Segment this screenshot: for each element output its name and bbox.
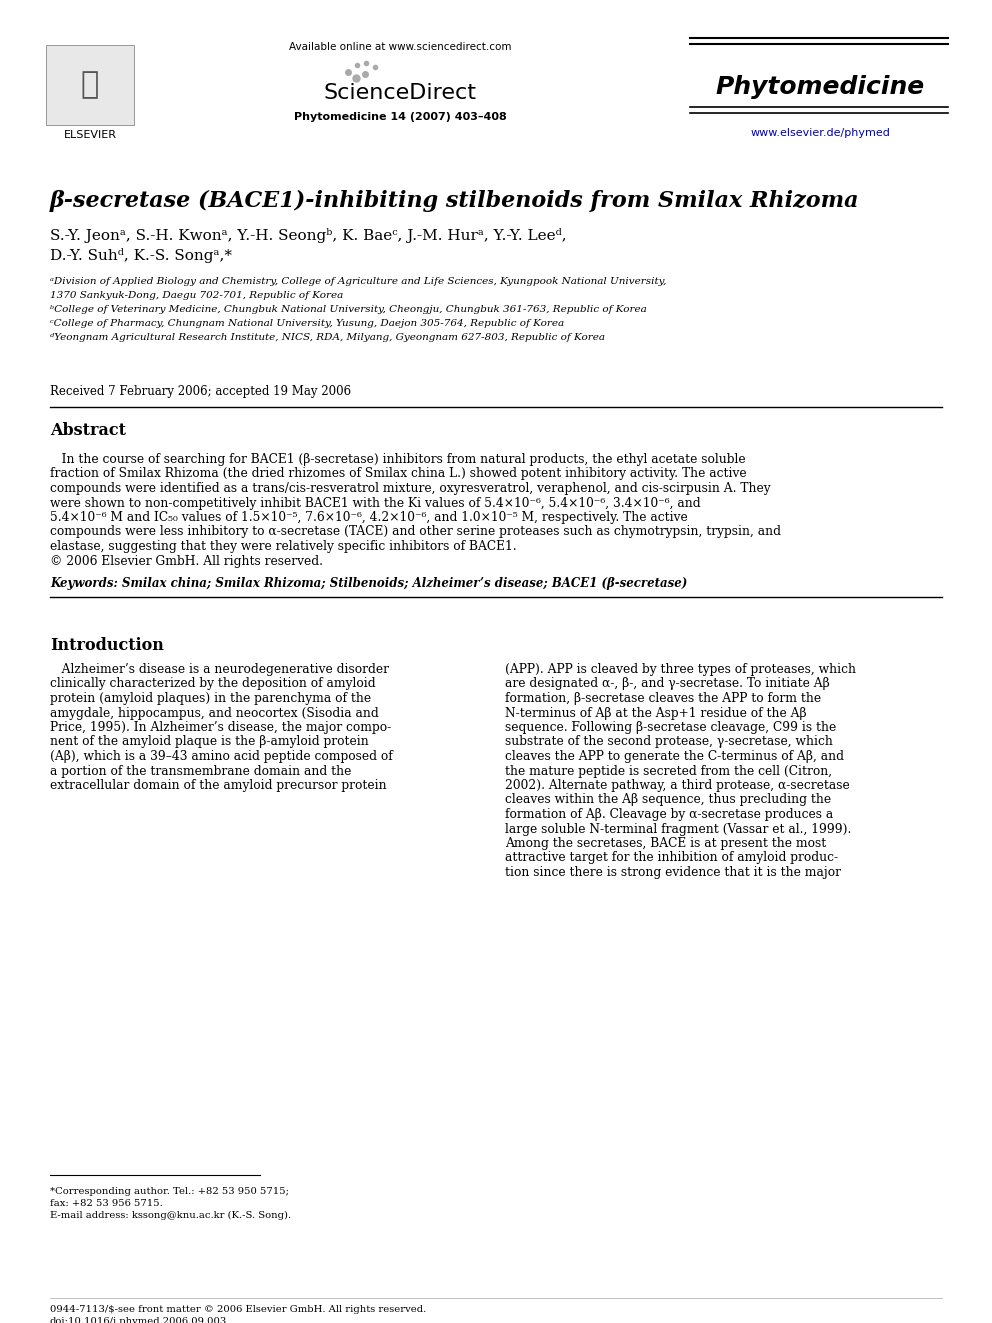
Text: protein (amyloid plaques) in the parenchyma of the: protein (amyloid plaques) in the parench… (50, 692, 371, 705)
Text: D.-Y. Suhᵈ, K.-S. Songᵃ,*: D.-Y. Suhᵈ, K.-S. Songᵃ,* (50, 247, 232, 263)
Text: cleaves the APP to generate the C-terminus of Aβ, and: cleaves the APP to generate the C-termin… (505, 750, 844, 763)
Text: extracellular domain of the amyloid precursor protein: extracellular domain of the amyloid prec… (50, 779, 387, 792)
Text: ScienceDirect: ScienceDirect (323, 83, 476, 103)
Text: Received 7 February 2006; accepted 19 May 2006: Received 7 February 2006; accepted 19 Ma… (50, 385, 351, 398)
Text: Phytomedicine: Phytomedicine (715, 75, 925, 99)
Text: cleaves within the Aβ sequence, thus precluding the: cleaves within the Aβ sequence, thus pre… (505, 794, 831, 807)
Text: formation, β-secretase cleaves the APP to form the: formation, β-secretase cleaves the APP t… (505, 692, 821, 705)
Text: elastase, suggesting that they were relatively specific inhibitors of BACE1.: elastase, suggesting that they were rela… (50, 540, 517, 553)
Text: © 2006 Elsevier GmbH. All rights reserved.: © 2006 Elsevier GmbH. All rights reserve… (50, 554, 323, 568)
Text: large soluble N-terminal fragment (Vassar et al., 1999).: large soluble N-terminal fragment (Vassa… (505, 823, 851, 836)
Text: Price, 1995). In Alzheimer’s disease, the major compo-: Price, 1995). In Alzheimer’s disease, th… (50, 721, 391, 734)
Text: 2002). Alternate pathway, a third protease, α-secretase: 2002). Alternate pathway, a third protea… (505, 779, 850, 792)
Text: S.-Y. Jeonᵃ, S.-H. Kwonᵃ, Y.-H. Seongᵇ, K. Baeᶜ, J.-M. Hurᵃ, Y.-Y. Leeᵈ,: S.-Y. Jeonᵃ, S.-H. Kwonᵃ, Y.-H. Seongᵇ, … (50, 228, 566, 243)
Text: were shown to non-competitively inhibit BACE1 with the Ki values of 5.4×10⁻⁶, 5.: were shown to non-competitively inhibit … (50, 496, 700, 509)
Text: 0944-7113/$-see front matter © 2006 Elsevier GmbH. All rights reserved.: 0944-7113/$-see front matter © 2006 Else… (50, 1304, 427, 1314)
Text: Phytomedicine 14 (2007) 403–408: Phytomedicine 14 (2007) 403–408 (294, 112, 506, 122)
Text: formation of Aβ. Cleavage by α-secretase produces a: formation of Aβ. Cleavage by α-secretase… (505, 808, 833, 822)
Text: fraction of Smilax Rhizoma (the dried rhizomes of Smilax china L.) showed potent: fraction of Smilax Rhizoma (the dried rh… (50, 467, 747, 480)
Text: (APP). APP is cleaved by three types of proteases, which: (APP). APP is cleaved by three types of … (505, 663, 856, 676)
FancyBboxPatch shape (46, 45, 134, 124)
Text: substrate of the second protease, γ-secretase, which: substrate of the second protease, γ-secr… (505, 736, 833, 749)
Text: compounds were identified as a trans/cis-resveratrol mixture, oxyresveratrol, ve: compounds were identified as a trans/cis… (50, 482, 771, 495)
Text: Alzheimer’s disease is a neurodegenerative disorder: Alzheimer’s disease is a neurodegenerati… (50, 663, 389, 676)
Text: amygdale, hippocampus, and neocortex (Sisodia and: amygdale, hippocampus, and neocortex (Si… (50, 706, 379, 720)
Text: ᵃDivision of Applied Biology and Chemistry, College of Agriculture and Life Scie: ᵃDivision of Applied Biology and Chemist… (50, 277, 667, 286)
Text: sequence. Following β-secretase cleavage, C99 is the: sequence. Following β-secretase cleavage… (505, 721, 836, 734)
Text: N-terminus of Aβ at the Asp+1 residue of the Aβ: N-terminus of Aβ at the Asp+1 residue of… (505, 706, 806, 720)
Text: are designated α-, β-, and γ-secretase. To initiate Aβ: are designated α-, β-, and γ-secretase. … (505, 677, 829, 691)
Text: 1370 Sankyuk-Dong, Daegu 702-701, Republic of Korea: 1370 Sankyuk-Dong, Daegu 702-701, Republ… (50, 291, 343, 300)
Text: *Corresponding author. Tel.: +82 53 950 5715;: *Corresponding author. Tel.: +82 53 950 … (50, 1187, 289, 1196)
Text: Among the secretases, BACE is at present the most: Among the secretases, BACE is at present… (505, 837, 826, 849)
Text: ᵇCollege of Veterinary Medicine, Chungbuk National University, Cheongju, Chungbu: ᵇCollege of Veterinary Medicine, Chungbu… (50, 306, 647, 314)
Text: ELSEVIER: ELSEVIER (63, 130, 116, 140)
Text: Abstract: Abstract (50, 422, 126, 439)
Text: clinically characterized by the deposition of amyloid: clinically characterized by the depositi… (50, 677, 376, 691)
Text: Keywords: Smilax china; Smilax Rhizoma; Stilbenoids; Alzheimer’s disease; BACE1 : Keywords: Smilax china; Smilax Rhizoma; … (50, 577, 687, 590)
Text: attractive target for the inhibition of amyloid produc-: attractive target for the inhibition of … (505, 852, 838, 864)
Text: the mature peptide is secreted from the cell (Citron,: the mature peptide is secreted from the … (505, 765, 832, 778)
Text: β-secretase (BACE1)-inhibiting stilbenoids from Smilax Rhizoma: β-secretase (BACE1)-inhibiting stilbenoi… (50, 191, 859, 212)
Text: www.elsevier.de/phymed: www.elsevier.de/phymed (750, 128, 890, 138)
Text: nent of the amyloid plaque is the β-amyloid protein: nent of the amyloid plaque is the β-amyl… (50, 736, 369, 749)
Text: fax: +82 53 956 5715.: fax: +82 53 956 5715. (50, 1199, 163, 1208)
Text: 🌲: 🌲 (81, 70, 99, 99)
Text: ᵈYeongnam Agricultural Research Institute, NICS, RDA, Milyang, Gyeongnam 627-803: ᵈYeongnam Agricultural Research Institut… (50, 333, 605, 343)
Text: (Aβ), which is a 39–43 amino acid peptide composed of: (Aβ), which is a 39–43 amino acid peptid… (50, 750, 393, 763)
Text: Introduction: Introduction (50, 636, 164, 654)
Text: Available online at www.sciencedirect.com: Available online at www.sciencedirect.co… (289, 42, 511, 52)
Text: 5.4×10⁻⁶ M and IC₅₀ values of 1.5×10⁻⁵, 7.6×10⁻⁶, 4.2×10⁻⁶, and 1.0×10⁻⁵ M, resp: 5.4×10⁻⁶ M and IC₅₀ values of 1.5×10⁻⁵, … (50, 511, 687, 524)
Text: compounds were less inhibitory to α-secretase (TACE) and other serine proteases : compounds were less inhibitory to α-secr… (50, 525, 781, 538)
Text: tion since there is strong evidence that it is the major: tion since there is strong evidence that… (505, 867, 841, 878)
Text: E-mail address: kssong@knu.ac.kr (K.-S. Song).: E-mail address: kssong@knu.ac.kr (K.-S. … (50, 1211, 291, 1220)
Text: a portion of the transmembrane domain and the: a portion of the transmembrane domain an… (50, 765, 351, 778)
Text: In the course of searching for BACE1 (β-secretase) inhibitors from natural produ: In the course of searching for BACE1 (β-… (50, 452, 746, 466)
Text: ᶜCollege of Pharmacy, Chungnam National University, Yusung, Daejon 305-764, Repu: ᶜCollege of Pharmacy, Chungnam National … (50, 319, 564, 328)
Text: doi:10.1016/j.phymed.2006.09.003: doi:10.1016/j.phymed.2006.09.003 (50, 1316, 227, 1323)
